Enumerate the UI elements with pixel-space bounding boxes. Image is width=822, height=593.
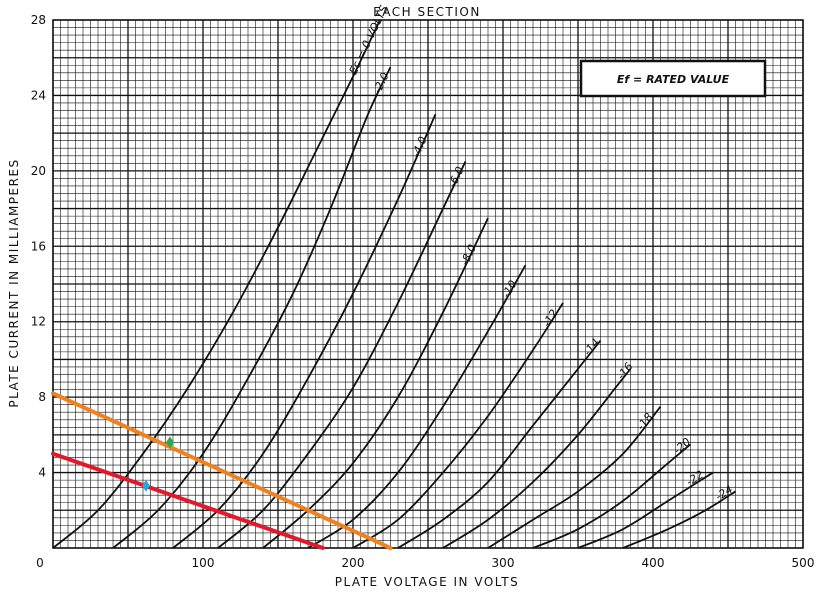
plate-curve-2 [172, 113, 437, 549]
operating-point-0 [166, 436, 174, 449]
rated-value-box: Ef = RATED VALUE [579, 59, 767, 98]
plate-curve-9 [487, 406, 662, 549]
tick-labels: 0 100 200 300 400 500 4 8 12 16 20 24 28 [31, 13, 815, 570]
curve-label-7: -14 [581, 336, 602, 358]
x-axis-title: PLATE VOLTAGE IN VOLTS [335, 575, 520, 589]
load-line-1 [51, 451, 325, 550]
x-tick-label-3: 300 [492, 556, 515, 570]
curve-label-11: -22 [684, 468, 706, 489]
plate-curve-11 [577, 471, 714, 549]
rated-value-box-frame [579, 59, 767, 98]
load-line-0 [51, 391, 393, 550]
plate-curve-3 [217, 161, 467, 549]
curve-label-10: -20 [671, 435, 693, 457]
x-tick-label-2: 200 [342, 556, 365, 570]
x-tick-label-5: 500 [792, 556, 815, 570]
curve-label-8: -16 [614, 360, 635, 382]
plate-curve-7 [397, 340, 602, 549]
rated-value-label: Ef = RATED VALUE [617, 73, 730, 86]
plate-curve-5 [307, 264, 527, 549]
plate-curve-8 [442, 368, 632, 549]
y-tick-label-6: 24 [31, 88, 46, 102]
operating-points [142, 436, 174, 492]
y-tick-label-7: 28 [31, 13, 46, 27]
y-tick-label-1: 4 [38, 466, 46, 480]
plate-curve-0 [52, 19, 381, 549]
plate-curve-10 [532, 443, 692, 549]
y-axis-title: PLATE CURRENT IN MILLIAMPERES [7, 158, 21, 407]
x-tick-label-1: 100 [192, 556, 215, 570]
y-tick-label-3: 12 [31, 315, 46, 329]
grid [52, 19, 804, 549]
curve-label-1: -2.0 [371, 70, 392, 95]
plate-curve-12 [622, 490, 736, 549]
x-tick-label-0: 0 [36, 556, 44, 570]
plot-frame [52, 19, 804, 549]
y-tick-label-5: 20 [31, 164, 46, 178]
y-tick-label-4: 16 [31, 239, 46, 253]
curve-label-12: -24 [713, 483, 735, 504]
chart-title: EACH SECTION [373, 5, 481, 19]
x-tick-label-4: 400 [642, 556, 665, 570]
operating-point-1 [142, 479, 150, 492]
plate-curve-1 [112, 66, 392, 549]
load-lines [51, 391, 393, 550]
plate-curve-6 [352, 302, 564, 549]
y-tick-label-2: 8 [38, 390, 46, 404]
